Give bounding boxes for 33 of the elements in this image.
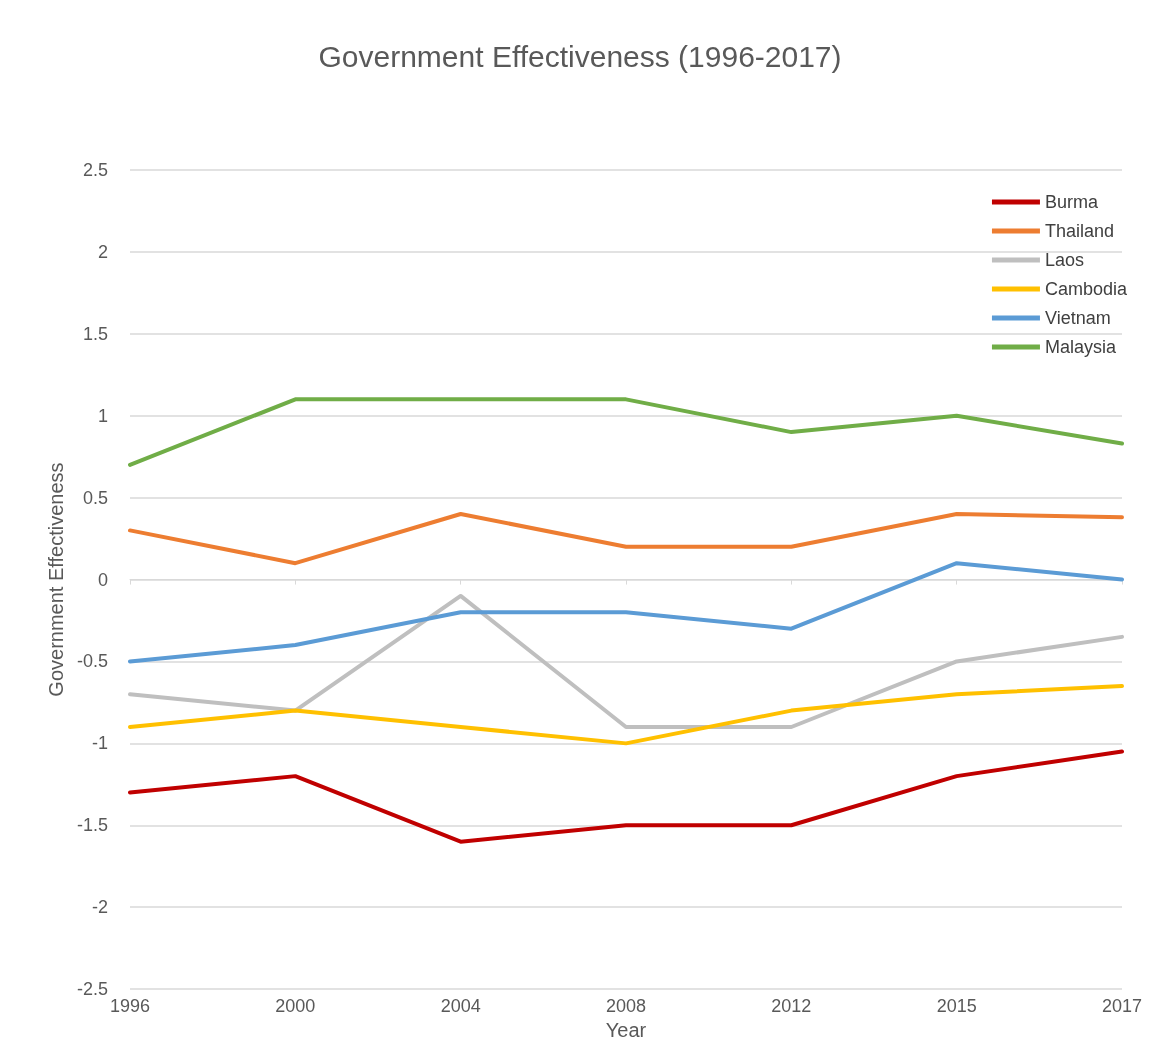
chart-title: Government Effectiveness (1996-2017)	[318, 39, 842, 73]
y-tick-label: -2.5	[76, 979, 108, 1000]
x-tick-label: 2000	[275, 996, 316, 1017]
x-tick-label: 2008	[605, 996, 647, 1017]
legend-label: Vietnam	[1044, 308, 1111, 328]
x-tick-label: 2015	[936, 996, 977, 1017]
line-series	[128, 512, 1124, 566]
x-tick-label: 1996	[109, 996, 151, 1017]
y-tick-label: 1	[97, 405, 108, 426]
y-tick-label: -0.5	[76, 651, 108, 672]
y-tick-label: -1	[91, 733, 108, 754]
y-tick-label: 0.5	[82, 487, 108, 508]
y-tick-label: 0	[97, 569, 108, 590]
line-series	[128, 749, 1124, 844]
legend-label: Cambodia	[1044, 279, 1128, 299]
x-tick-label: 2012	[771, 996, 812, 1017]
y-tick-label: -1.5	[76, 815, 108, 836]
legend-label: Laos	[1044, 250, 1084, 270]
line-series	[128, 684, 1124, 746]
x-axis-title: Year	[605, 1019, 647, 1041]
y-tick-label: 2	[97, 241, 108, 262]
y-tick-label: 1.5	[82, 323, 108, 344]
y-tick-label: 2.5	[82, 160, 108, 180]
x-tick-label: 2004	[440, 996, 481, 1017]
x-tick-label: 2017	[1101, 996, 1143, 1017]
legend-label: Malaysia	[1044, 337, 1117, 357]
line-series	[128, 397, 1124, 467]
y-tick-label: -2	[91, 897, 108, 918]
legend-label: Burma	[1044, 192, 1099, 212]
line-series	[128, 561, 1124, 664]
y-axis-title: Government Effectiveness	[45, 462, 68, 697]
line-series	[128, 593, 1124, 729]
legend-label: Thailand	[1044, 221, 1114, 241]
